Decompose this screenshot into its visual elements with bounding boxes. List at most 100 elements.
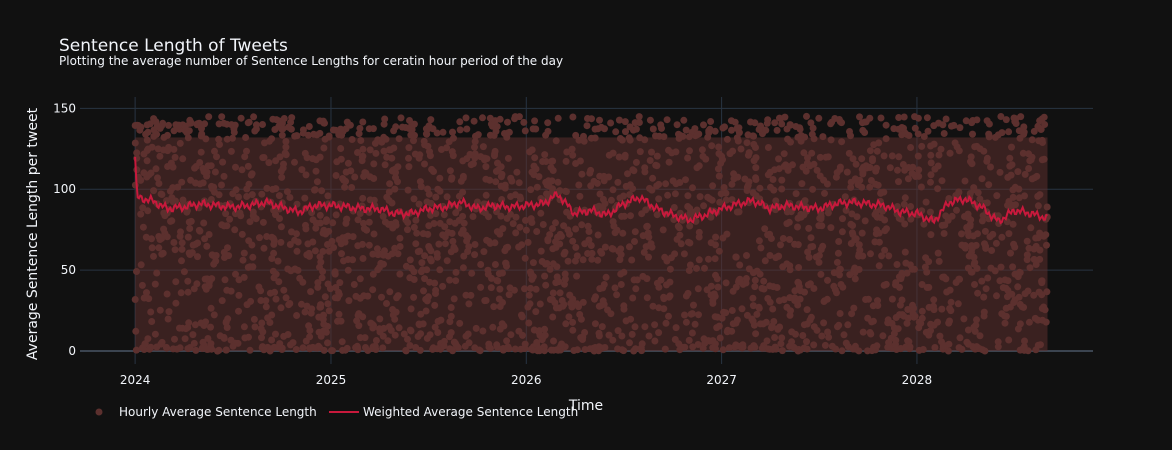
scatter-point <box>579 298 587 306</box>
scatter-point <box>895 178 902 186</box>
scatter-point <box>314 283 322 291</box>
scatter-point <box>155 244 163 252</box>
scatter-point <box>543 190 550 198</box>
scatter-point <box>421 252 429 260</box>
scatter-point <box>594 256 602 264</box>
scatter-point <box>148 235 155 243</box>
scatter-point <box>178 257 185 265</box>
scatter-point <box>270 249 278 257</box>
scatter-point <box>927 159 935 167</box>
scatter-point <box>207 162 215 170</box>
scatter-point <box>493 277 501 284</box>
scatter-point <box>398 123 406 131</box>
scatter-point <box>822 153 830 161</box>
scatter-point <box>413 229 421 237</box>
scatter-point <box>843 168 851 176</box>
scatter-point <box>302 171 310 179</box>
scatter-point <box>354 216 362 224</box>
scatter-point <box>923 284 931 291</box>
scatter-point <box>416 346 424 354</box>
scatter-point <box>980 147 988 155</box>
scatter-point <box>1011 183 1019 191</box>
scatter-point <box>893 261 901 268</box>
scatter-point <box>618 332 626 340</box>
scatter-point <box>622 182 630 190</box>
scatter-point <box>197 148 205 156</box>
scatter-point <box>752 164 760 172</box>
scatter-point <box>866 183 874 191</box>
scatter-point <box>810 341 818 349</box>
scatter-point <box>612 128 620 136</box>
scatter-point <box>1039 316 1046 324</box>
scatter-point <box>1040 303 1048 311</box>
scatter-point <box>616 135 624 142</box>
scatter-point <box>595 332 603 340</box>
scatter-point <box>758 284 766 292</box>
scatter-point <box>804 154 811 162</box>
scatter-point <box>372 346 380 353</box>
scatter-point <box>938 305 946 313</box>
scatter-point <box>426 331 434 339</box>
legend-item-scatter[interactable]: Hourly Average Sentence Length <box>95 405 317 419</box>
scatter-point <box>821 341 829 349</box>
scatter-point <box>235 307 242 315</box>
scatter-point <box>131 296 139 303</box>
scatter-point <box>970 323 978 331</box>
scatter-point <box>481 297 489 305</box>
scatter-point <box>712 241 719 249</box>
scatter-point <box>449 152 457 160</box>
scatter-point <box>487 344 494 352</box>
scatter-point <box>549 289 557 297</box>
scatter-point <box>537 209 545 217</box>
scatter-point <box>493 228 501 236</box>
legend-item-line[interactable]: Weighted Average Sentence Length <box>329 405 578 419</box>
scatter-point <box>621 118 629 126</box>
scatter-point <box>319 327 327 335</box>
scatter-point <box>991 133 999 141</box>
scatter-point <box>569 151 577 159</box>
scatter-point <box>553 346 561 354</box>
scatter-point <box>507 174 515 182</box>
scatter-point <box>556 289 564 297</box>
scatter-point <box>939 342 947 350</box>
scatter-point <box>720 184 728 191</box>
scatter-point <box>309 155 317 163</box>
scatter-point <box>549 167 557 174</box>
scatter-point <box>451 219 459 227</box>
scatter-point <box>867 330 875 338</box>
scatter-point <box>732 253 740 261</box>
scatter-point <box>786 236 793 243</box>
scatter-point <box>240 249 248 257</box>
scatter-point <box>935 257 943 265</box>
scatter-point <box>562 187 569 195</box>
scatter-point <box>922 198 930 206</box>
scatter-point <box>471 138 479 146</box>
scatter-point <box>667 254 675 262</box>
scatter-point <box>838 228 846 236</box>
scatter-point <box>357 137 365 144</box>
scatter-point <box>879 332 887 340</box>
scatter-point <box>771 334 779 341</box>
scatter-point <box>688 329 696 337</box>
scatter-point <box>380 120 388 128</box>
scatter-point <box>277 304 285 312</box>
scatter-point <box>371 139 379 147</box>
scatter-point <box>886 164 894 172</box>
scatter-point <box>544 235 552 243</box>
scatter-point <box>915 166 923 174</box>
scatter-point <box>824 276 831 284</box>
scatter-point <box>614 345 622 353</box>
scatter-point <box>766 252 774 259</box>
scatter-point <box>749 302 757 310</box>
scatter-point <box>459 212 467 220</box>
scatter-point <box>259 154 267 162</box>
scatter-point <box>136 126 144 134</box>
scatter-point <box>728 126 735 134</box>
scatter-point <box>176 232 184 240</box>
scatter-point <box>945 319 953 327</box>
scatter-point <box>369 270 377 278</box>
scatter-point <box>936 332 944 340</box>
scatter-point <box>561 270 569 278</box>
scatter-point <box>386 180 394 188</box>
scatter-point <box>837 281 845 288</box>
